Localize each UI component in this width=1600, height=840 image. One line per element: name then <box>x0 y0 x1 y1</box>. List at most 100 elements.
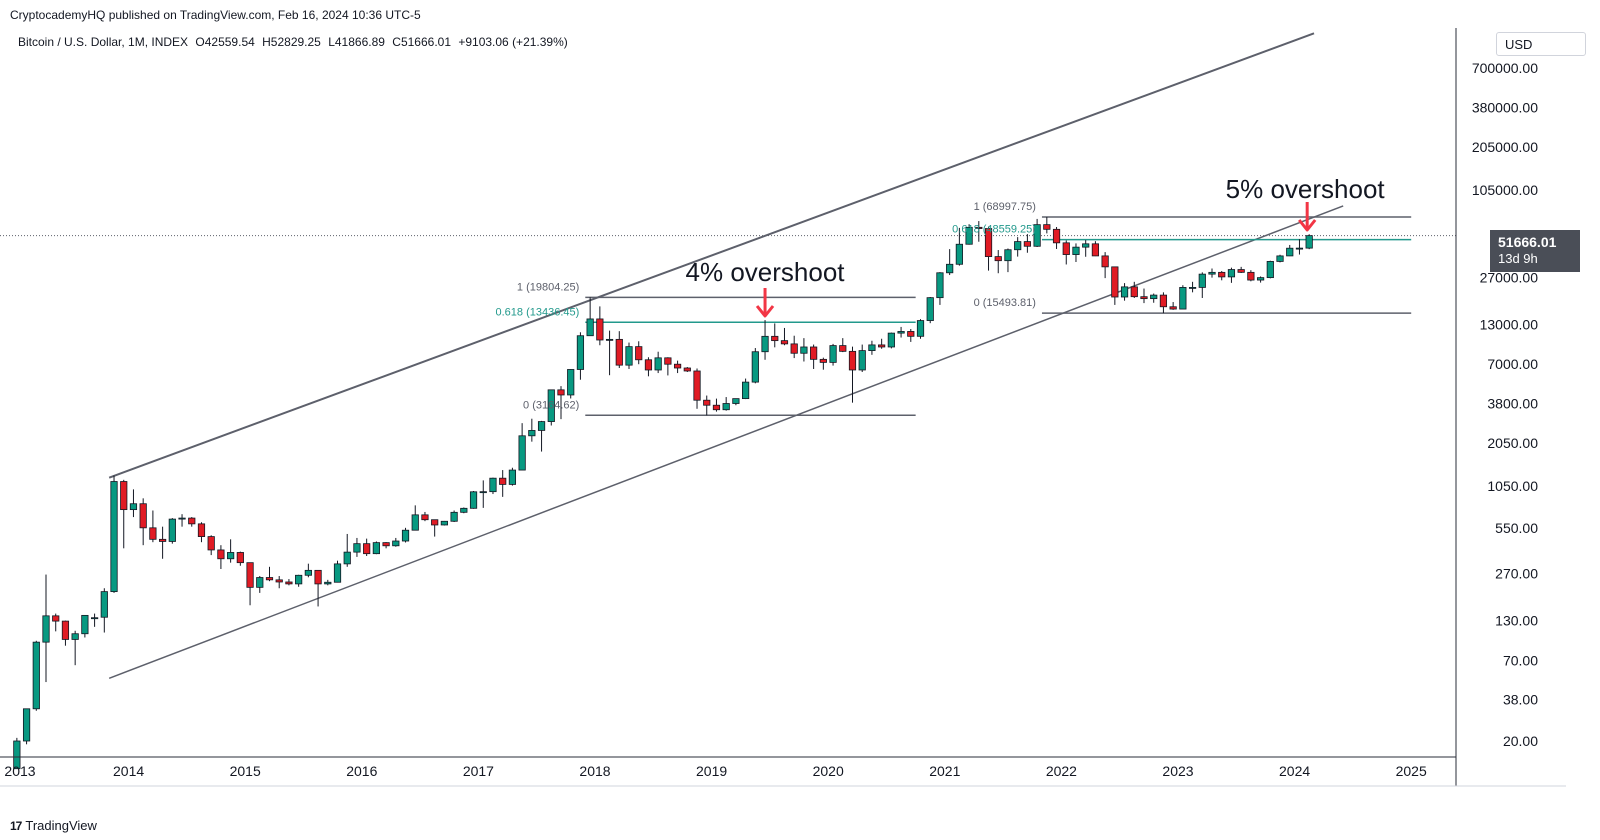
candle-body <box>1227 269 1236 278</box>
y-tick-label: 550.00 <box>1495 520 1538 536</box>
candle-body <box>790 343 798 354</box>
candle-body <box>411 514 419 531</box>
channel-upper-line <box>108 32 1315 479</box>
x-tick-label: 2024 <box>1279 763 1310 779</box>
candle-body <box>576 335 585 370</box>
candle-body <box>489 477 497 493</box>
candle-body <box>159 538 167 542</box>
candle-body <box>771 335 779 342</box>
candle-body <box>1188 287 1197 289</box>
candle-body <box>285 581 293 585</box>
candle-body <box>1276 255 1284 262</box>
candle-body <box>751 351 759 383</box>
candle-body <box>372 542 380 555</box>
candle-body <box>1179 287 1187 310</box>
candle-body <box>265 577 274 581</box>
candle-body <box>421 514 429 521</box>
candle-body <box>1052 228 1061 244</box>
candle-body <box>1208 271 1216 275</box>
candle-body <box>460 507 468 513</box>
y-tick-label: 2050.00 <box>1487 435 1538 451</box>
y-tick-label: 205000.00 <box>1472 139 1538 155</box>
candle-body <box>479 491 487 494</box>
candle-body <box>586 318 594 337</box>
candle-body <box>1033 224 1041 247</box>
candle-body <box>673 363 682 369</box>
y-tick-label: 13000.00 <box>1480 316 1539 332</box>
candle-body <box>469 491 478 509</box>
y-tick-label: 7000.00 <box>1487 356 1538 372</box>
candle-body <box>907 331 915 337</box>
candle-body <box>1004 249 1012 262</box>
candle-body <box>615 338 623 366</box>
tradingview-brand[interactable]: 17 TradingView <box>10 818 97 833</box>
ohlc-change: +9103.06 (+21.39%) <box>458 35 568 49</box>
candle-body <box>1120 286 1129 298</box>
candle-body <box>732 398 740 404</box>
y-tick-label: 20.00 <box>1503 733 1538 749</box>
candle-body <box>246 562 254 588</box>
candle-body <box>1091 243 1100 257</box>
fib-2022-level-0-label: 0 (15493.81) <box>974 297 1036 309</box>
candle-body <box>236 552 244 564</box>
candle-body <box>1237 269 1245 273</box>
candle-body <box>333 563 342 583</box>
y-tick-label: 270.00 <box>1495 566 1538 582</box>
candle-body <box>1305 235 1313 249</box>
x-tick-label: 2017 <box>463 763 494 779</box>
candle-body <box>314 569 322 585</box>
candle-body <box>722 403 730 411</box>
candle-body <box>71 633 79 640</box>
fib-2018-level-0-label: 0 (3164.62) <box>523 399 579 411</box>
candle-body <box>946 263 954 274</box>
tradingview-logo-icon: 17 <box>10 818 22 833</box>
candle-body <box>635 346 643 361</box>
candle-body <box>683 367 691 372</box>
candle-body <box>664 357 672 365</box>
candle-body <box>149 527 157 540</box>
candle-body <box>324 581 332 585</box>
candle-body <box>275 579 283 583</box>
candle-body <box>839 345 847 352</box>
candle-body <box>567 369 575 396</box>
annotation-4pct-overshoot: 4% overshoot <box>686 257 846 287</box>
candle-body <box>761 335 769 353</box>
arrow-down-icon-head <box>1298 219 1317 232</box>
candle-body <box>120 481 128 511</box>
x-tick-label: 2018 <box>579 763 610 779</box>
candle-body <box>518 435 526 471</box>
candle-body <box>392 540 400 547</box>
y-tick-label: 380000.00 <box>1472 99 1538 115</box>
candle-body <box>800 346 808 354</box>
candle-body <box>965 226 973 245</box>
candle-body <box>217 549 225 560</box>
candle-body <box>557 389 565 396</box>
x-tick-label: 2019 <box>696 763 727 779</box>
candle-body <box>1286 247 1294 257</box>
fib-2018-level-0618-label: 0.618 (13436.45) <box>495 306 579 318</box>
candle-body <box>1218 271 1226 278</box>
ohlc-close: C51666.01 <box>392 35 451 49</box>
candle-body <box>1247 271 1255 281</box>
symbol-name: Bitcoin / U.S. Dollar, 1M, INDEX <box>18 35 189 49</box>
currency-selector-button[interactable]: USD <box>1496 32 1586 56</box>
candle-body <box>1014 241 1022 251</box>
candle-body <box>295 574 303 585</box>
x-tick-label: 2022 <box>1046 763 1077 779</box>
candle-body <box>431 519 439 526</box>
x-tick-label: 2014 <box>113 763 144 779</box>
brand-name: TradingView <box>25 818 97 833</box>
candle-body <box>343 551 351 565</box>
candle-body <box>858 350 866 371</box>
candle-body <box>1198 273 1206 288</box>
candle-body <box>1072 246 1080 255</box>
candle-body <box>810 346 818 360</box>
candle-body <box>197 523 206 537</box>
candle-body <box>1159 294 1168 308</box>
candle-body <box>1295 247 1304 250</box>
x-tick-label: 2021 <box>929 763 960 779</box>
y-tick-label: 3800.00 <box>1487 396 1538 412</box>
candle-body <box>61 620 70 640</box>
candle-body <box>596 318 604 341</box>
